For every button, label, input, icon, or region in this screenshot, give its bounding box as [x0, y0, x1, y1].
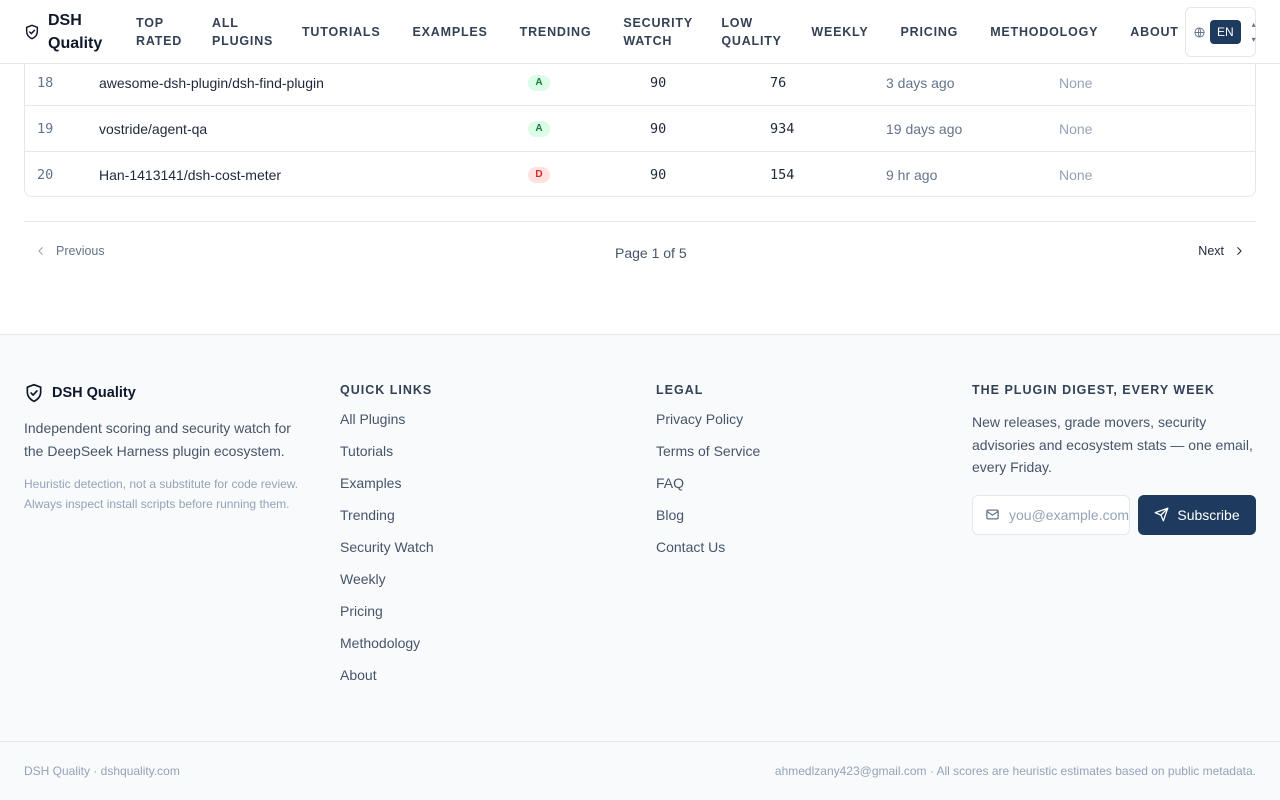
table-row[interactable]: 19 vostride/agent-qa A 90 934 19 days ag… [25, 105, 1255, 151]
nav-examples[interactable]: EXAMPLES [412, 24, 488, 39]
footer-link-contact[interactable]: Contact Us [656, 539, 726, 555]
brand-name: DSH Quality [48, 11, 103, 52]
language-button[interactable]: EN [1210, 20, 1241, 44]
pagination: Previous Page 1 of 5 Next [24, 236, 1256, 272]
row-rank: 19 [37, 120, 54, 137]
footer-quick-links: QUICK LINKS All Plugins Tutorials Exampl… [340, 383, 434, 699]
nav-tutorials[interactable]: TUTORIALS [302, 24, 381, 39]
nav-security-watch[interactable]: SECURITY WATCH [623, 15, 693, 48]
footer-link-all-plugins[interactable]: All Plugins [340, 411, 406, 427]
main-nav: TOP RATED ALL PLUGINS TUTORIALS EXAMPLES… [136, 14, 1256, 50]
chevron-left-icon [36, 246, 46, 256]
language-arrows[interactable]: ▴ ▾ [1252, 20, 1256, 44]
footer-link-faq[interactable]: FAQ [656, 475, 685, 491]
quick-links-heading: QUICK LINKS [340, 383, 433, 397]
row-score: 90 [650, 166, 667, 183]
nav-low-quality[interactable]: LOW QUALITY [721, 15, 782, 48]
footer-bottom-bar: DSH Quality · dshquality.com ahmedlzany4… [0, 741, 1280, 800]
footer-link-tutorials[interactable]: Tutorials [340, 443, 394, 459]
chevron-up-icon: ▴ [1251, 20, 1256, 29]
footer-legal: LEGAL Privacy Policy Terms of Service FA… [656, 383, 760, 571]
footer-link-terms[interactable]: Terms of Service [656, 443, 761, 459]
grade-badge: D [528, 166, 550, 183]
row-stars: 154 [770, 166, 795, 183]
row-flags: None [1059, 74, 1093, 91]
page-indicator: Page 1 of 5 [615, 245, 687, 261]
nav-pricing[interactable]: PRICING [900, 24, 959, 39]
row-score: 90 [650, 74, 667, 91]
row-stars: 934 [770, 120, 795, 137]
next-page-button[interactable]: Next [1198, 244, 1244, 258]
footer-link-trending[interactable]: Trending [340, 507, 395, 523]
digest-heading: THE PLUGIN DIGEST, EVERY WEEK [972, 383, 1215, 397]
previous-label: Previous [56, 244, 105, 258]
nav-weekly[interactable]: WEEKLY [811, 24, 869, 39]
subscribe-button[interactable]: Subscribe [1138, 494, 1256, 535]
row-stars: 76 [770, 74, 787, 91]
next-label: Next [1198, 244, 1224, 258]
footer-link-methodology[interactable]: Methodology [340, 635, 421, 651]
row-flags: None [1059, 166, 1093, 183]
table-row[interactable]: 18 awesome-dsh-plugin/dsh-find-plugin A … [25, 59, 1255, 105]
email-field-wrapper[interactable] [972, 494, 1130, 535]
footer-link-blog[interactable]: Blog [656, 507, 685, 523]
row-plugin-name[interactable]: vostride/agent-qa [99, 120, 208, 137]
footer-brand[interactable]: DSH Quality [24, 383, 304, 403]
footer-link-about[interactable]: About [340, 667, 377, 683]
footer-link-privacy[interactable]: Privacy Policy [656, 411, 744, 427]
table-row[interactable]: 20 Han-1413141/dsh-cost-meter D 90 154 9… [25, 151, 1255, 196]
chevron-down-icon: ▾ [1251, 35, 1256, 44]
footer-description: Independent scoring and security watch f… [24, 420, 291, 459]
shield-check-icon [24, 383, 44, 403]
row-updated: 19 days ago [886, 120, 963, 137]
nav-methodology[interactable]: METHODOLOGY [990, 24, 1099, 39]
footer-contact-note: ahmedlzany423@gmail.com · All scores are… [774, 764, 1256, 778]
mail-icon [985, 507, 1000, 522]
send-icon [1154, 507, 1169, 522]
nav-about[interactable]: ABOUT [1130, 24, 1179, 39]
footer-link-weekly[interactable]: Weekly [340, 571, 386, 587]
row-rank: 20 [37, 166, 54, 183]
email-input[interactable] [1009, 506, 1129, 523]
footer-newsletter: THE PLUGIN DIGEST, EVERY WEEK New releas… [972, 383, 1262, 535]
subscribe-form: Subscribe [972, 494, 1262, 535]
row-rank: 18 [37, 74, 54, 91]
footer-copyright: DSH Quality · dshquality.com [24, 764, 180, 778]
digest-description: New releases, grade movers, security adv… [972, 414, 1253, 475]
language-switcher[interactable]: EN ▴ ▾ [1185, 7, 1256, 57]
nav-trending[interactable]: TRENDING [519, 24, 592, 39]
site-footer: DSH Quality Independent scoring and secu… [0, 334, 1280, 800]
previous-page-button[interactable]: Previous [36, 244, 105, 258]
row-flags: None [1059, 120, 1093, 137]
globe-icon [1194, 26, 1205, 38]
shield-check-icon [24, 24, 40, 40]
brand-link[interactable]: DSH Quality [24, 9, 136, 55]
chevron-right-icon [1234, 246, 1244, 256]
plugins-table: 18 awesome-dsh-plugin/dsh-find-plugin A … [24, 0, 1256, 197]
row-updated: 3 days ago [886, 74, 955, 91]
section-divider [24, 221, 1256, 222]
row-score: 90 [650, 120, 667, 137]
site-header: DSH Quality TOP RATED ALL PLUGINS TUTORI… [0, 0, 1280, 64]
row-plugin-name[interactable]: awesome-dsh-plugin/dsh-find-plugin [99, 74, 324, 91]
footer-disclaimer: Heuristic detection, not a substitute fo… [24, 477, 299, 511]
nav-top-rated[interactable]: TOP RATED [136, 15, 183, 48]
subscribe-label: Subscribe [1177, 506, 1240, 523]
footer-about: DSH Quality Independent scoring and secu… [24, 383, 304, 514]
grade-badge: A [528, 120, 550, 137]
footer-link-pricing[interactable]: Pricing [340, 603, 383, 619]
footer-link-examples[interactable]: Examples [340, 475, 402, 491]
grade-badge: A [528, 74, 550, 91]
legal-heading: LEGAL [656, 383, 704, 397]
nav-all-plugins[interactable]: ALL PLUGINS [212, 15, 274, 48]
row-updated: 9 hr ago [886, 166, 938, 183]
footer-brand-name: DSH Quality [52, 385, 136, 401]
row-plugin-name[interactable]: Han-1413141/dsh-cost-meter [99, 166, 282, 183]
footer-link-security-watch[interactable]: Security Watch [340, 539, 434, 555]
